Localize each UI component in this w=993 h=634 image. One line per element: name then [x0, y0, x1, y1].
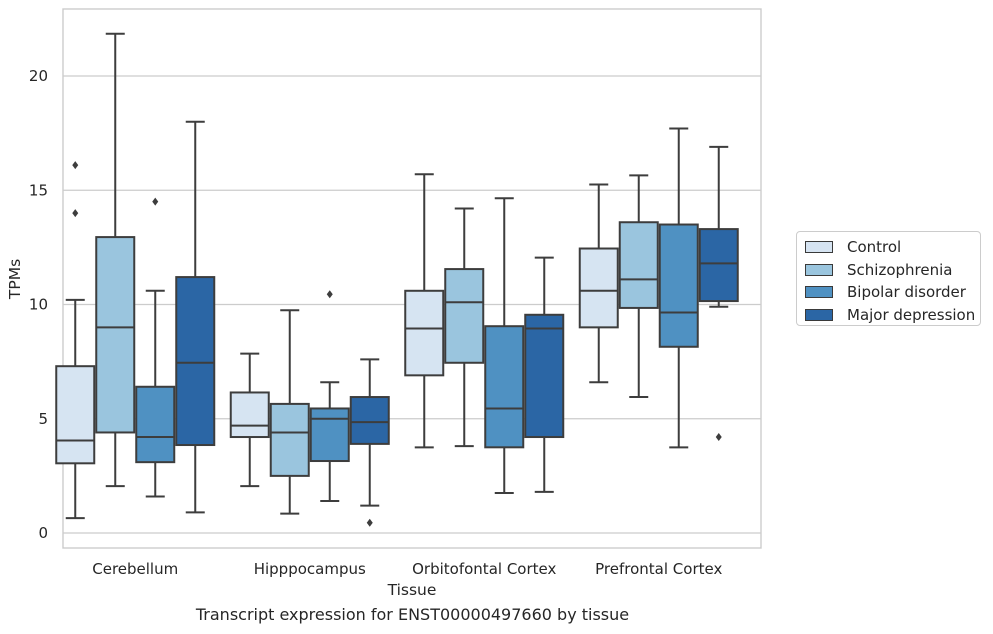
chart-caption: Transcript expression for ENST0000049766… [195, 605, 630, 624]
box-iqr [404, 289, 445, 377]
legend-swatch [805, 308, 833, 321]
box-groups [55, 32, 739, 527]
box-major-depression [524, 256, 565, 493]
box-control [578, 183, 619, 384]
x-tick-label: Hipppocampus [254, 560, 366, 578]
legend-label: Control [847, 238, 902, 257]
box-control [55, 298, 96, 520]
box-iqr [229, 391, 270, 439]
box-schizophrenia [269, 309, 310, 515]
x-axis-label: Tissue [387, 581, 437, 599]
legend-label: Major depression [847, 305, 976, 324]
y-axis-ticks: 0 5 10 15 20 [29, 67, 48, 542]
box-major-depression [349, 358, 390, 527]
x-axis-ticks: Cerebellum Hipppocampus Orbitofontal Corte… [92, 560, 722, 578]
plot-frame [62, 8, 762, 549]
box-iqr [618, 221, 659, 309]
outlier-point [152, 197, 159, 206]
outlier-point [366, 518, 373, 527]
box-bipolar-disorder [484, 197, 525, 495]
legend-item: Schizophrenia [803, 259, 980, 282]
legend-item: Control [803, 236, 980, 259]
x-tick-label: Prefrontal Cortex [595, 560, 722, 578]
box-iqr [484, 325, 525, 449]
box-iqr [658, 223, 699, 348]
box-major-depression [175, 120, 216, 514]
box-iqr [349, 396, 390, 445]
y-tick-label: 20 [29, 67, 48, 85]
y-axis-label: TPMs [6, 259, 24, 300]
legend-item: Bipolar disorder [803, 281, 980, 304]
outlier-point [326, 290, 333, 299]
legend-swatch [805, 241, 833, 254]
box-iqr [309, 407, 350, 463]
box-iqr [95, 236, 136, 434]
box-iqr [578, 247, 619, 329]
box-iqr [444, 268, 485, 364]
x-tick-label: Orbitofontal Cortex [412, 560, 556, 578]
outlier-point [715, 433, 722, 442]
box-bipolar-disorder [309, 290, 350, 503]
box-bipolar-disorder [658, 127, 699, 449]
box-control [404, 173, 445, 449]
box-iqr [135, 385, 176, 464]
box-iqr [269, 402, 310, 477]
box-iqr [698, 228, 739, 303]
box-schizophrenia [444, 207, 485, 448]
outlier-point [72, 209, 79, 218]
y-tick-label: 0 [38, 524, 48, 542]
box-bipolar-disorder [135, 197, 176, 498]
legend-swatch [805, 286, 833, 299]
legend-swatch [805, 263, 833, 276]
outlier-point [72, 161, 79, 170]
box-schizophrenia [618, 174, 659, 399]
legend-label: Bipolar disorder [847, 283, 966, 302]
box-iqr [524, 313, 565, 439]
legend: Control Schizophrenia Bipolar disorder Majo… [796, 231, 981, 326]
box-control [229, 352, 270, 488]
y-tick-label: 5 [38, 410, 48, 428]
box-iqr [175, 276, 216, 447]
legend-item: Major depression [803, 304, 980, 327]
legend-label: Schizophrenia [847, 260, 953, 279]
x-tick-label: Cerebellum [92, 560, 178, 578]
box-schizophrenia [95, 32, 136, 488]
box-major-depression [698, 145, 739, 442]
y-tick-label: 15 [29, 181, 48, 199]
y-tick-label: 10 [29, 296, 48, 314]
box-iqr [55, 365, 96, 465]
